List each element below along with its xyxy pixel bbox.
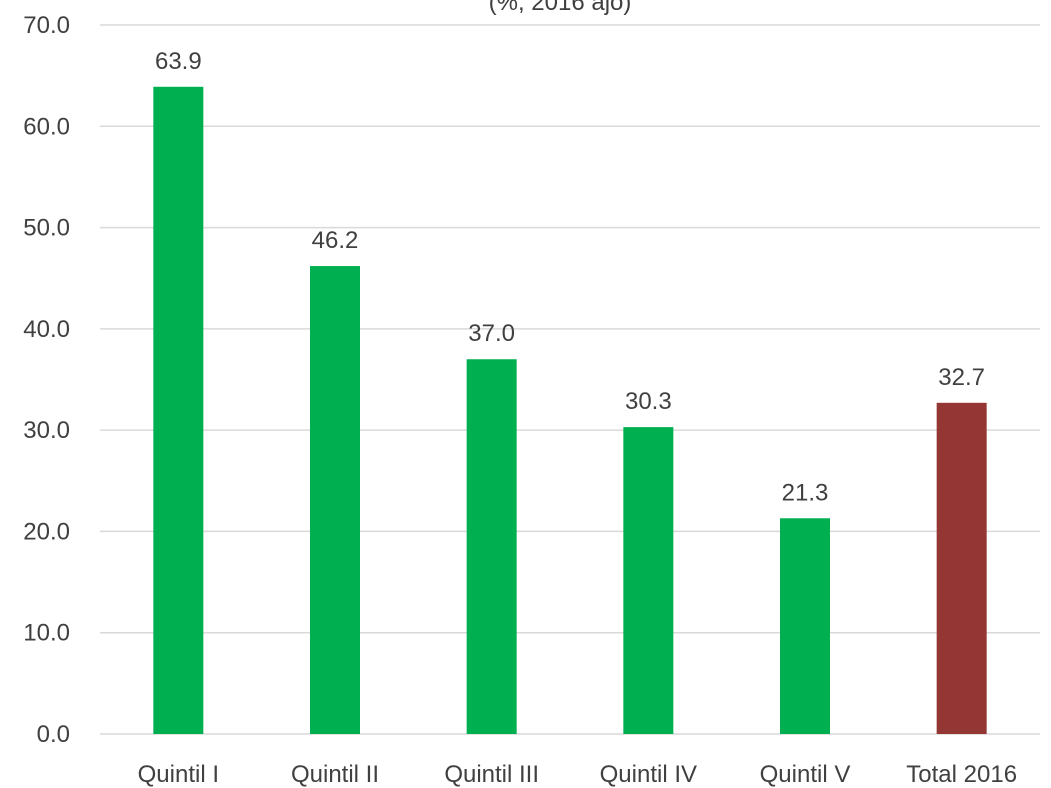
- y-axis-ticks: 0.0 10.0 20.0 30.0 40.0 50.0 60.0 70.0: [23, 12, 70, 748]
- gridlines: [100, 24, 1040, 735]
- data-labels: 63.9 46.2 37.0 30.3 21.3 32.7: [155, 48, 985, 506]
- chart-title: (%, 2016 ajo): [489, 0, 632, 16]
- y-tick-label: 20.0: [23, 518, 70, 545]
- bar-quintil-ii: [310, 266, 360, 734]
- bar-quintil-i: [153, 86, 204, 734]
- bar-total-2016: [936, 402, 987, 734]
- x-category-label: Total 2016: [906, 761, 1017, 788]
- y-tick-label: 30.0: [23, 417, 70, 444]
- bar-quintil-iii: [466, 359, 517, 734]
- data-label: 30.3: [625, 388, 672, 415]
- data-label: 32.7: [938, 364, 985, 391]
- y-tick-label: 0.0: [37, 721, 70, 748]
- x-axis-categories: Quintil I Quintil II Quintil III Quintil IV…: [138, 761, 1017, 788]
- x-category-label: Quintil IV: [600, 761, 697, 788]
- y-tick-label: 60.0: [23, 113, 70, 140]
- data-label: 63.9: [155, 48, 202, 75]
- x-category-label: Quintil I: [138, 761, 219, 788]
- data-label: 21.3: [782, 479, 829, 506]
- bars: [153, 86, 987, 734]
- data-label: 37.0: [468, 320, 515, 347]
- data-label: 46.2: [312, 227, 359, 254]
- bar-quintil-iv: [623, 427, 674, 734]
- y-tick-label: 50.0: [23, 215, 70, 242]
- x-category-label: Quintil V: [760, 761, 851, 788]
- y-tick-label: 70.0: [23, 12, 70, 39]
- y-tick-label: 10.0: [23, 620, 70, 647]
- y-tick-label: 40.0: [23, 316, 70, 343]
- x-category-label: Quintil II: [291, 761, 379, 788]
- x-category-label: Quintil III: [444, 761, 539, 788]
- bar-quintil-v: [780, 518, 830, 734]
